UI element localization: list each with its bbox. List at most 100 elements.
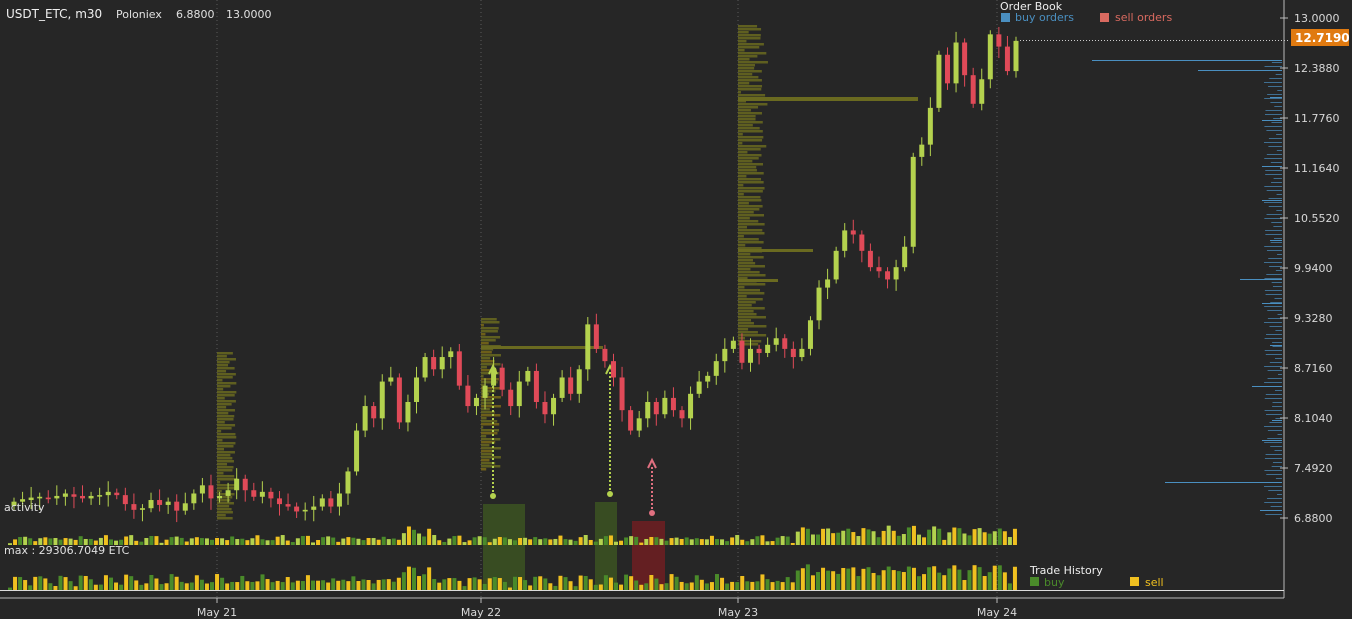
profile-bar (481, 435, 487, 438)
activity-bar (992, 531, 997, 545)
activity-bar (957, 528, 962, 545)
candle-body (88, 495, 94, 499)
exchange-name: Poloniex (116, 8, 162, 21)
candle-body (885, 271, 891, 280)
volume-bar (376, 579, 381, 590)
candle-body (739, 340, 745, 363)
profile-bar (738, 223, 765, 226)
volume-bar (856, 576, 861, 590)
volume-bar (356, 581, 361, 590)
profile-bar (481, 411, 495, 414)
volume-bar (507, 587, 512, 590)
activity-bar (841, 530, 846, 545)
activity-bar (58, 539, 63, 545)
candle-body (71, 494, 77, 497)
volume-bar (43, 578, 48, 590)
x-tick-label: May 24 (977, 606, 1017, 619)
profile-bar (481, 450, 493, 453)
activity-bar (917, 534, 921, 545)
profile-bar (217, 508, 232, 511)
activity-bar (164, 539, 169, 545)
activity-bar (755, 536, 760, 545)
activity-bar (558, 535, 563, 545)
activity-bar (795, 531, 800, 545)
activity-bar (139, 541, 144, 545)
volume-bar (603, 575, 608, 590)
activity-bar (972, 529, 977, 545)
candle-body (936, 54, 942, 108)
activity-bar (154, 536, 159, 545)
candle-body (491, 367, 497, 386)
candle-body (662, 397, 668, 415)
profile-bar (217, 481, 221, 484)
candle-body (525, 370, 531, 382)
activity-bar (881, 530, 886, 545)
profile-bar (738, 76, 759, 79)
candle-body (919, 144, 925, 157)
volume-bar (63, 577, 68, 590)
volume-bar (816, 572, 820, 590)
profile-bar (217, 397, 225, 400)
activity-bar (351, 537, 356, 545)
activity-bar (194, 537, 199, 545)
volume-bar (487, 578, 492, 590)
profile-bar (481, 459, 490, 462)
volume-bar (997, 565, 1002, 590)
volume-bar (437, 582, 442, 590)
volume-bar (573, 586, 578, 590)
volume-bar (684, 583, 689, 590)
profile-bar (738, 88, 762, 91)
volume-bar (290, 582, 295, 590)
y-tick-label: 9.3280 (1294, 312, 1333, 325)
volume-bar (346, 581, 351, 590)
volume-bar (886, 566, 891, 590)
activity-bar (568, 539, 573, 545)
profile-bar (738, 127, 760, 130)
activity-bar (689, 539, 694, 545)
activity-bar (528, 539, 533, 545)
profile-bar (217, 388, 224, 391)
candle-body (850, 230, 856, 235)
profile-bar (217, 484, 235, 487)
activity-bar (937, 528, 942, 545)
activity-bar (871, 531, 876, 545)
candle-body (242, 478, 248, 491)
volume-bar (861, 568, 866, 590)
candle-body (533, 370, 539, 402)
volume-bar (619, 584, 624, 590)
buy-orders-swatch (1001, 13, 1010, 22)
profile-bar (481, 363, 501, 366)
profile-bar (481, 360, 495, 363)
activity-bar (103, 535, 108, 545)
activity-bar (300, 536, 305, 545)
activity-bar (629, 536, 634, 545)
candle-body (551, 397, 557, 415)
activity-bar (48, 538, 53, 545)
profile-bar (738, 31, 749, 34)
profile-bar (217, 406, 227, 409)
activity-bar (8, 543, 12, 545)
profile-bar (217, 490, 222, 493)
y-tick-label: 13.0000 (1294, 12, 1340, 25)
profile-bar (738, 334, 767, 337)
volume-bar (406, 566, 411, 590)
volume-bar (139, 584, 144, 590)
volume-bar (881, 570, 886, 590)
candle-body (944, 54, 950, 84)
profile-bar (481, 339, 496, 342)
profile-bar (481, 402, 493, 405)
activity-bar (593, 541, 598, 545)
activity-bar (735, 535, 740, 545)
volume-bar (477, 579, 482, 590)
volume-bar (523, 580, 528, 590)
profile-bar (738, 181, 764, 184)
profile-bar (738, 268, 751, 271)
volume-bar (265, 579, 270, 590)
volume-bar (624, 574, 629, 590)
candle-body (910, 156, 916, 247)
volume-bar (23, 580, 28, 590)
profile-bar (217, 457, 233, 460)
volume-bar (967, 570, 972, 590)
volume-bar (694, 575, 699, 590)
